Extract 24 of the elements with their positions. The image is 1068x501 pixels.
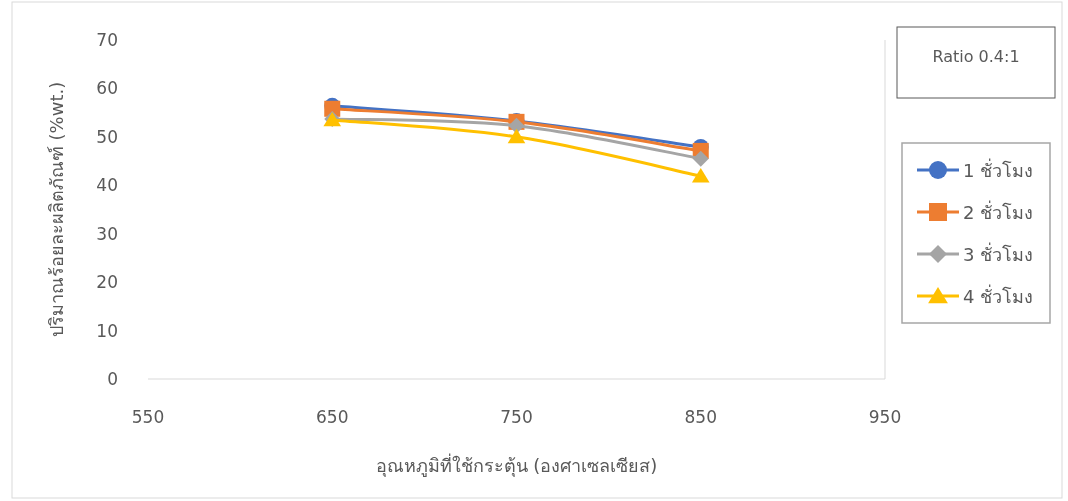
legend-label: 1 ชั่วโมง (963, 158, 1034, 181)
y-axis-title: ปริมาณร้อยละผลิตภัณฑ์ (%wt.) (46, 81, 67, 338)
y-tick-label: 40 (96, 175, 118, 196)
y-tick-label: 70 (96, 30, 118, 50)
x-tick-label: 850 (684, 407, 717, 427)
x-tick-label: 650 (316, 407, 349, 427)
y-tick-label: 60 (96, 78, 118, 99)
y-tick-label: 0 (107, 369, 118, 389)
text: Ratio 0.4:1 (932, 47, 1020, 66)
y-tick-label: 30 (96, 223, 118, 244)
legend-label: 2 ชั่วโมง (963, 200, 1034, 223)
y-tick-label: 20 (96, 272, 118, 293)
point (691, 168, 710, 183)
y-tick-label: 10 (96, 320, 118, 341)
x-tick-label: 550 (131, 407, 165, 427)
x-axis-title: อุณหภูมิที่ใช้กระตุ้น (องศาเซลเซียส) (375, 453, 658, 477)
point (507, 128, 526, 144)
x-tick-label: 750 (500, 407, 533, 427)
y-tick-label: 50 (96, 126, 118, 147)
point (508, 117, 525, 134)
point (692, 150, 709, 167)
x-tick-label: 950 (868, 407, 902, 427)
legend-label: 3 ชั่วโมง (963, 242, 1034, 265)
legend-label: 4 ชั่วโมง (963, 284, 1034, 307)
